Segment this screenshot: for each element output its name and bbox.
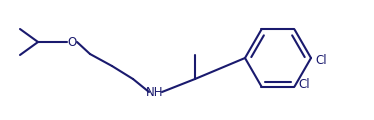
Text: O: O bbox=[67, 36, 77, 48]
Text: Cl: Cl bbox=[298, 78, 310, 91]
Text: NH: NH bbox=[146, 85, 164, 99]
Text: Cl: Cl bbox=[315, 54, 327, 66]
